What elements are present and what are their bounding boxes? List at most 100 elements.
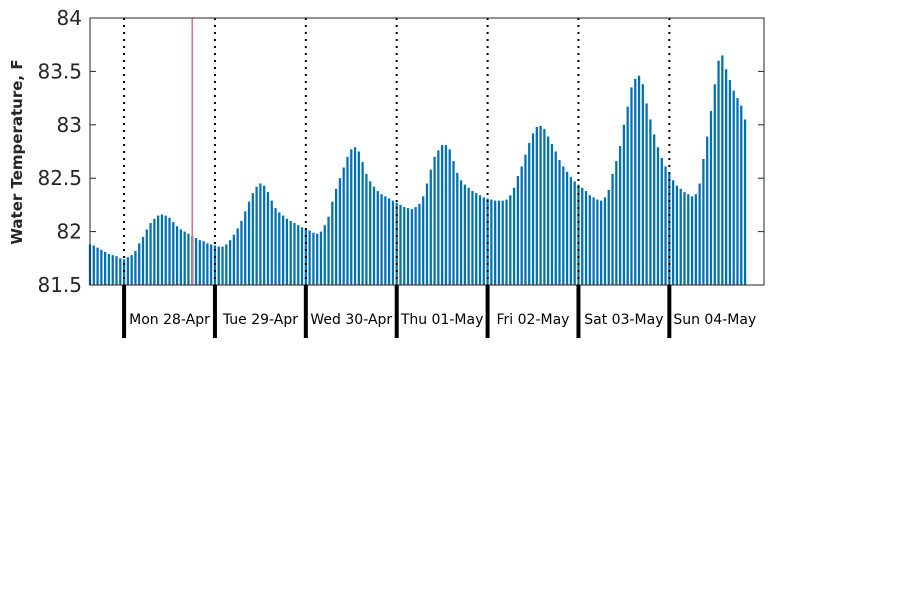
temperature-bar <box>603 197 607 285</box>
temperature-bar <box>418 203 421 285</box>
temperature-bar <box>581 187 584 285</box>
temperature-bar <box>308 230 311 285</box>
temperature-bar <box>157 215 160 285</box>
day-label: Thu 01-May <box>400 312 484 328</box>
temperature-bar <box>531 133 535 285</box>
temperature-bar <box>456 172 459 285</box>
temperature-bar <box>550 144 554 285</box>
temperature-bar <box>743 119 747 286</box>
temperature-bar <box>266 192 270 285</box>
temperature-bar <box>225 244 228 285</box>
temperature-bar <box>471 191 474 285</box>
temperature-bar <box>240 220 243 285</box>
temperature-bar <box>232 234 236 285</box>
temperature-bar <box>187 233 190 285</box>
temperature-bar <box>626 106 629 285</box>
temperature-bar <box>634 78 637 285</box>
day-label: Sat 03-May <box>584 312 663 328</box>
temperature-bar <box>721 55 724 285</box>
temperature-bar <box>228 240 232 285</box>
temperature-bar <box>179 229 183 285</box>
temperature-bar <box>524 154 527 285</box>
temperature-bar <box>350 149 353 285</box>
temperature-bar <box>134 250 137 285</box>
temperature-bar <box>698 183 701 285</box>
temperature-bar <box>425 183 429 285</box>
y-tick-label: 81.5 <box>37 273 82 297</box>
temperature-bar <box>236 228 239 285</box>
temperature-bar <box>702 158 705 285</box>
temperature-bar <box>486 198 489 285</box>
temperature-bar <box>316 233 319 285</box>
temperature-bar <box>369 181 372 285</box>
temperature-bar <box>380 194 383 285</box>
temperature-bar <box>482 197 485 285</box>
temperature-bar <box>119 258 122 285</box>
temperature-bar <box>441 145 444 285</box>
temperature-bar <box>675 185 679 285</box>
temperature-bar <box>558 160 561 285</box>
temperature-bar <box>107 254 111 285</box>
temperature-bar <box>403 207 406 285</box>
temperature-bar <box>732 90 735 286</box>
temperature-bar <box>175 226 179 285</box>
y-tick-label: 83.5 <box>37 59 82 83</box>
temperature-bar <box>615 161 618 285</box>
temperature-bar <box>725 69 728 285</box>
temperature-bar <box>126 257 129 285</box>
temperature-bar <box>679 188 682 285</box>
temperature-bar <box>740 105 743 285</box>
temperature-bar <box>509 195 512 285</box>
temperature-bar <box>478 195 482 285</box>
y-tick-label: 82 <box>57 220 82 244</box>
plot-area-frame <box>89 17 765 286</box>
y-tick-label: 82.5 <box>37 166 82 190</box>
temperature-bar <box>414 207 417 285</box>
temperature-bar <box>641 84 644 285</box>
temperature-bar <box>706 136 709 285</box>
temperature-bar <box>494 200 497 285</box>
temperature-bar <box>637 75 641 285</box>
temperature-bar <box>281 215 285 285</box>
bars-group <box>88 55 747 286</box>
temperature-bar <box>141 236 145 285</box>
temperature-bar <box>429 169 432 285</box>
temperature-bar <box>255 186 258 285</box>
temperature-bar <box>645 103 648 285</box>
temperature-bar <box>319 231 323 285</box>
temperature-bar <box>399 204 402 285</box>
temperature-bar <box>346 156 349 285</box>
temperature-bar <box>596 199 599 285</box>
temperature-bar <box>653 134 656 285</box>
temperature-bar <box>104 251 107 285</box>
day-divider-lines <box>123 18 671 285</box>
temperature-bar <box>490 199 493 285</box>
temperature-bar <box>384 196 387 285</box>
y-axis-ticks: 81.5 82 82.5 83 83.5 84 <box>37 6 764 297</box>
temperature-bar <box>588 195 591 285</box>
temperature-bar <box>459 180 463 285</box>
temperature-bar <box>244 211 247 285</box>
temperature-bar <box>562 166 565 285</box>
temperature-bar <box>312 232 315 285</box>
temperature-bar <box>202 241 205 285</box>
temperature-bar <box>361 162 364 285</box>
temperature-bar <box>285 218 289 285</box>
temperature-bar <box>687 194 690 285</box>
temperature-bar <box>592 197 595 285</box>
temperature-bar <box>331 201 334 285</box>
temperature-bar <box>274 208 277 285</box>
temperature-bar <box>501 200 504 285</box>
temperature-bar <box>649 119 652 286</box>
temperature-bar <box>270 200 273 285</box>
temperature-bar <box>289 220 292 285</box>
temperature-bar <box>736 98 739 285</box>
temperature-bar <box>388 198 391 285</box>
temperature-bar <box>376 191 379 285</box>
temperature-bar <box>365 173 368 285</box>
temperature-bar <box>512 187 516 285</box>
temperature-bar <box>342 167 345 285</box>
temperature-bar <box>168 217 171 285</box>
temperature-bar <box>164 215 167 285</box>
